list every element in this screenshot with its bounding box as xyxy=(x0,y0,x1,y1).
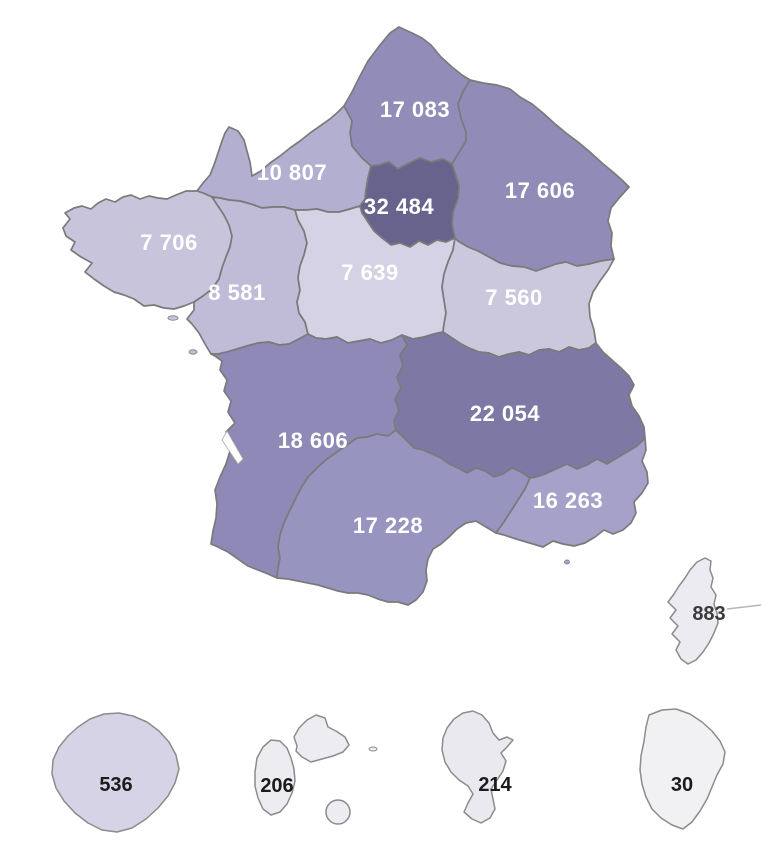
region-value-nouvelle-aquitaine: 18 606 xyxy=(278,428,348,453)
region-grand-est xyxy=(451,79,630,272)
region-value-bourgogne-franche-comte: 7 560 xyxy=(485,285,543,310)
region-value-corse: 883 xyxy=(692,603,725,625)
small-island xyxy=(564,559,570,565)
region-value-guyane: 30 xyxy=(671,774,693,796)
region-value-hauts-de-france: 17 083 xyxy=(380,97,450,122)
region-normandie xyxy=(196,105,372,213)
region-martinique xyxy=(441,710,514,824)
gironde-estuary xyxy=(221,430,244,465)
region-value-occitanie: 17 228 xyxy=(353,513,423,538)
region-value-martinique: 214 xyxy=(478,774,512,796)
small-island xyxy=(188,349,198,355)
guadeloupe-islet xyxy=(368,746,378,752)
region-occitanie xyxy=(276,429,531,606)
region-value-provence-alpes-cote-d-azur: 16 263 xyxy=(533,488,603,513)
region-provence-alpes-cote-d-azur xyxy=(495,437,649,548)
guadeloupe-marie-galante-island xyxy=(325,799,351,825)
region-la-reunion xyxy=(51,712,180,833)
region-value-auvergne-rhone-alpes: 22 054 xyxy=(470,401,541,426)
corse-callout-line xyxy=(726,604,762,610)
region-value-bretagne: 7 706 xyxy=(140,230,198,255)
region-value-normandie: 10 807 xyxy=(257,160,327,185)
region-guadeloupe-basse-terre xyxy=(254,739,296,816)
region-guadeloupe-grande-terre xyxy=(293,714,350,763)
region-value-centre-val-de-loire: 7 639 xyxy=(341,260,399,285)
region-corse xyxy=(667,557,719,665)
region-value-pays-de-la-loire: 8 581 xyxy=(208,280,266,305)
region-guyane xyxy=(639,708,726,830)
region-value-grand-est: 17 606 xyxy=(505,178,575,203)
small-island xyxy=(167,315,179,321)
region-value-la-reunion: 536 xyxy=(99,774,132,796)
region-value-guadeloupe: 206 xyxy=(260,775,293,797)
region-value-ile-de-france: 32 484 xyxy=(364,194,435,219)
